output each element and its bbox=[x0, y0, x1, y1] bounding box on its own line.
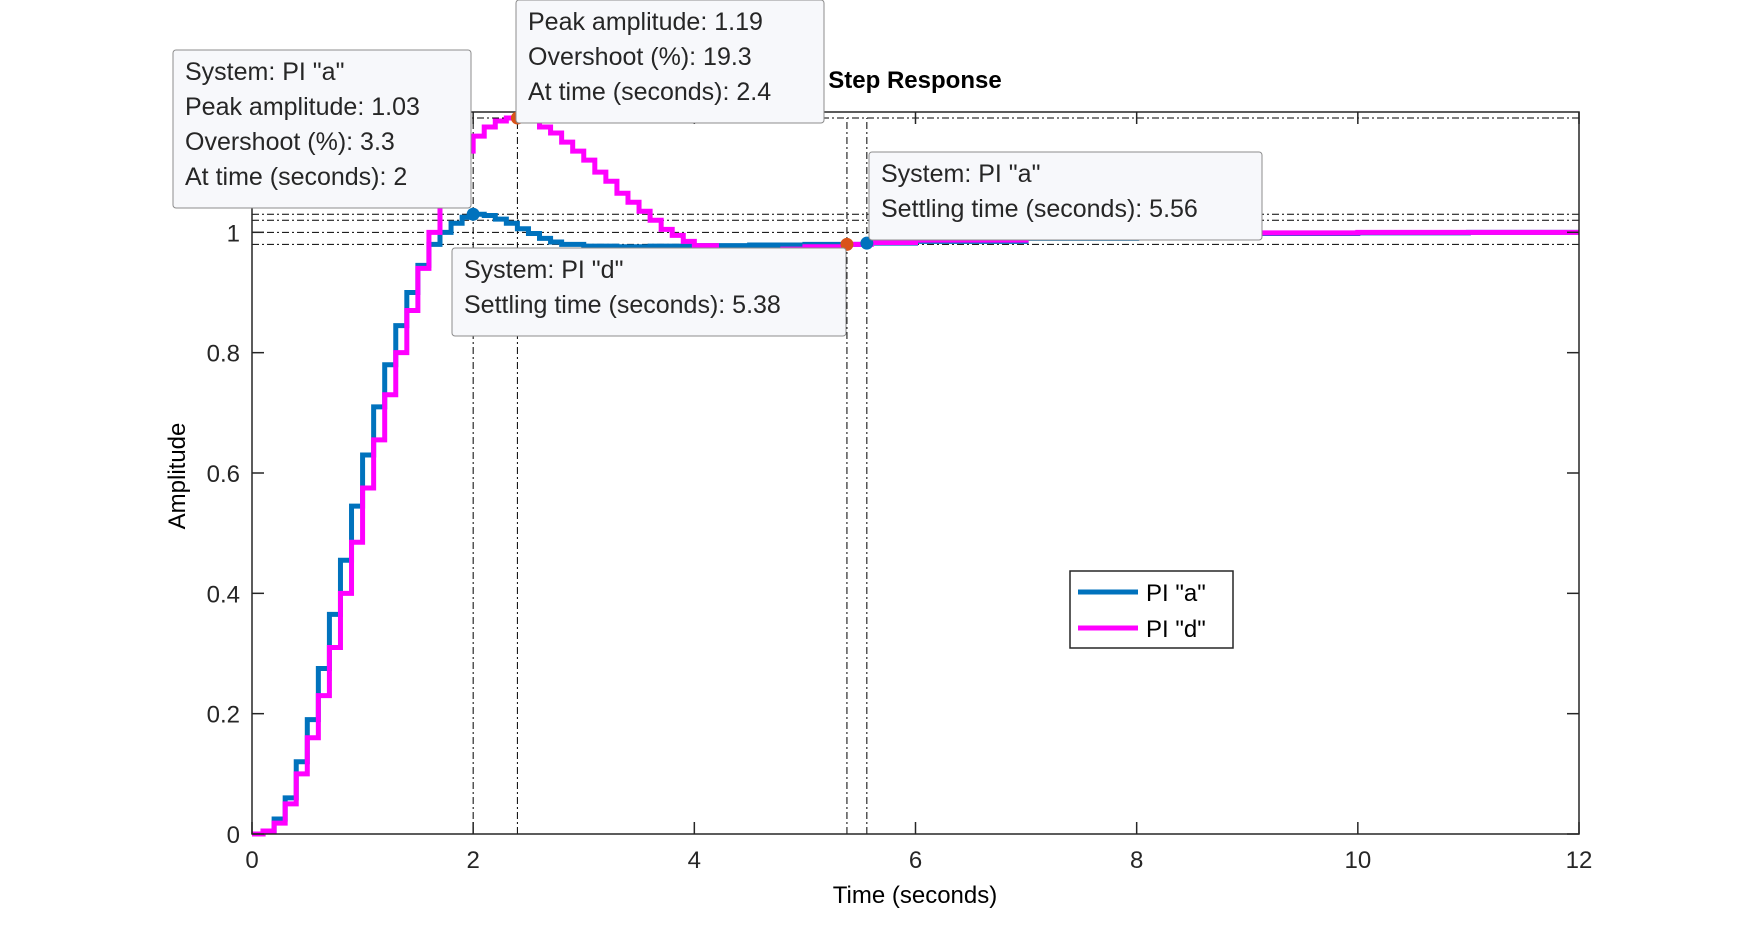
y-tick-label-5: 1 bbox=[227, 220, 240, 247]
datatips: Peak amplitude: 1.19 Overshoot (%): 19.3 A… bbox=[172, 0, 1263, 337]
datatip-box-settling-pi-a bbox=[868, 151, 1263, 241]
x-tick-label-4: 8 bbox=[1130, 847, 1143, 874]
x-tick-label-0: 0 bbox=[245, 847, 258, 874]
datatip-line-peak-pi-a-0: System: PI "a" bbox=[185, 58, 344, 86]
legend-label-1: PI "d" bbox=[1146, 616, 1206, 643]
y-axis-label: Amplitude bbox=[164, 423, 191, 530]
legend-label-0: PI "a" bbox=[1146, 580, 1206, 607]
x-tick-label-3: 6 bbox=[909, 847, 922, 874]
chart-title: Step Response bbox=[828, 67, 1001, 94]
datatip-peak-pi-d[interactable]: Peak amplitude: 1.19 Overshoot (%): 19.3 A… bbox=[515, 0, 825, 124]
datatip-line-peak-pi-a-3: At time (seconds): 2 bbox=[185, 163, 407, 191]
axis-ticks: 0 2 4 6 8 10 12 0 0.2 0.4 0.6 0.8 1 bbox=[207, 112, 1593, 874]
y-tick-label-3: 0.6 bbox=[207, 461, 240, 488]
datatip-line-peak-pi-a-2: Overshoot (%): 3.3 bbox=[185, 128, 395, 156]
x-axis-label: Time (seconds) bbox=[833, 882, 997, 909]
x-tick-label-5: 10 bbox=[1344, 847, 1371, 874]
x-tick-label-6: 12 bbox=[1566, 847, 1593, 874]
datatip-line-peak-pi-d-2: At time (seconds): 2.4 bbox=[528, 78, 771, 106]
datatip-line-peak-pi-a-1: Peak amplitude: 1.03 bbox=[185, 93, 420, 121]
datatip-line-settling-pi-d-1: Settling time (seconds): 5.38 bbox=[464, 291, 781, 319]
datatip-line-settling-pi-d-0: System: PI "d" bbox=[464, 256, 623, 284]
datatip-peak-pi-a[interactable]: System: PI "a" Peak amplitude: 1.03 Oversh… bbox=[172, 49, 472, 209]
y-tick-label-4: 0.8 bbox=[207, 341, 240, 368]
x-tick-label-1: 2 bbox=[466, 847, 479, 874]
datatip-line-settling-pi-a-1: Settling time (seconds): 5.56 bbox=[881, 195, 1198, 223]
datatip-settling-pi-d[interactable]: System: PI "d" Settling time (seconds): 5… bbox=[451, 247, 847, 337]
datatip-line-peak-pi-d-0: Peak amplitude: 1.19 bbox=[528, 8, 763, 36]
datatip-box-peak-pi-d bbox=[515, 0, 825, 124]
datatip-line-peak-pi-d-1: Overshoot (%): 19.3 bbox=[528, 43, 752, 71]
x-tick-label-2: 4 bbox=[688, 847, 701, 874]
datatip-settling-pi-a[interactable]: System: PI "a" Settling time (seconds): 5… bbox=[868, 151, 1263, 241]
legend-box bbox=[1069, 570, 1234, 649]
y-tick-label-0: 0 bbox=[227, 822, 240, 849]
y-tick-label-1: 0.2 bbox=[207, 702, 240, 729]
datatip-marker-peak-pi-a[interactable] bbox=[466, 207, 480, 221]
legend[interactable]: PI "a" PI "d" bbox=[1069, 570, 1234, 649]
datatip-line-settling-pi-a-0: System: PI "a" bbox=[881, 160, 1040, 188]
y-tick-label-2: 0.4 bbox=[207, 581, 240, 608]
datatip-box-peak-pi-a bbox=[172, 49, 472, 209]
datatip-box-settling-pi-d bbox=[451, 247, 847, 337]
